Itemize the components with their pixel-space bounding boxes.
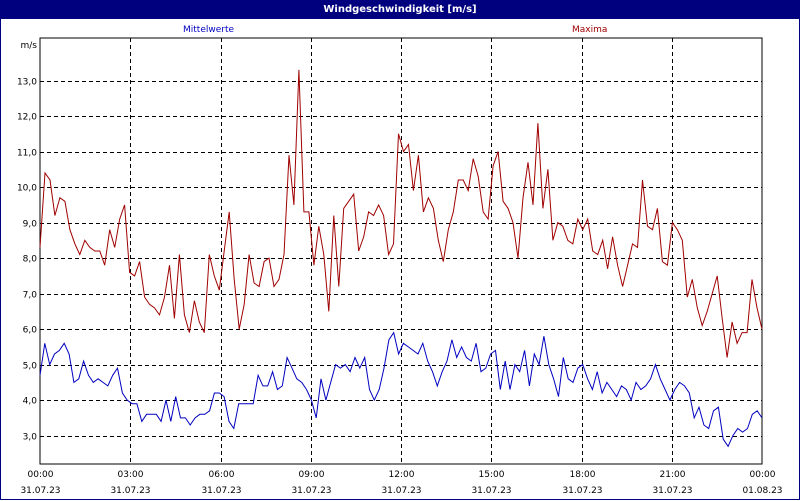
x-tick-date-label: 01.08.23	[742, 486, 782, 496]
window-title: Windgeschwindigkeit [m/s]	[1, 1, 799, 19]
x-tick-time-label: 00:00	[28, 470, 54, 480]
x-tick-date-label: 31.07.23	[381, 486, 421, 496]
y-tick-label: 12,0	[17, 113, 37, 123]
x-tick-date-label: 31.07.23	[20, 486, 60, 496]
x-tick-date-label: 31.07.23	[471, 486, 511, 496]
x-tick-time-label: 03:00	[118, 470, 144, 480]
x-tick-time-label: 00:00	[750, 470, 776, 480]
y-tick-label: 10,0	[17, 184, 37, 194]
y-tick-label: 5,0	[23, 362, 38, 372]
y-tick-label: 8,0	[23, 255, 38, 265]
x-tick-time-label: 12:00	[389, 470, 415, 480]
x-tick-date-label: 31.07.23	[201, 486, 241, 496]
series-line-mittelwerte	[39, 331, 763, 448]
x-tick-time-label: 18:00	[570, 470, 596, 480]
x-tick-time-label: 21:00	[660, 470, 686, 480]
y-tick-label: 4,0	[23, 397, 38, 407]
x-tick-date-label: 31.07.23	[562, 486, 602, 496]
legend-maxima: Maxima	[572, 25, 608, 35]
x-tick-date-label: 31.07.23	[652, 486, 692, 496]
x-tick-date-label: 31.07.23	[110, 486, 150, 496]
y-tick-label: 13,0	[17, 78, 37, 88]
y-tick-label: 9,0	[23, 220, 38, 230]
y-tick-label: 11,0	[17, 149, 37, 159]
series-line-maxima	[39, 69, 763, 358]
y-tick-label: 6,0	[23, 326, 38, 336]
y-tick-label: 3,0	[23, 433, 38, 443]
legend-mittelwerte: Mittelwerte	[183, 25, 235, 35]
x-tick-time-label: 06:00	[209, 470, 235, 480]
x-tick-time-label: 15:00	[479, 470, 505, 480]
x-tick-date-label: 31.07.23	[291, 486, 331, 496]
y-axis-label: m/s	[21, 41, 38, 51]
x-tick-time-label: 09:00	[299, 470, 325, 480]
y-tick-label: 7,0	[23, 291, 38, 301]
